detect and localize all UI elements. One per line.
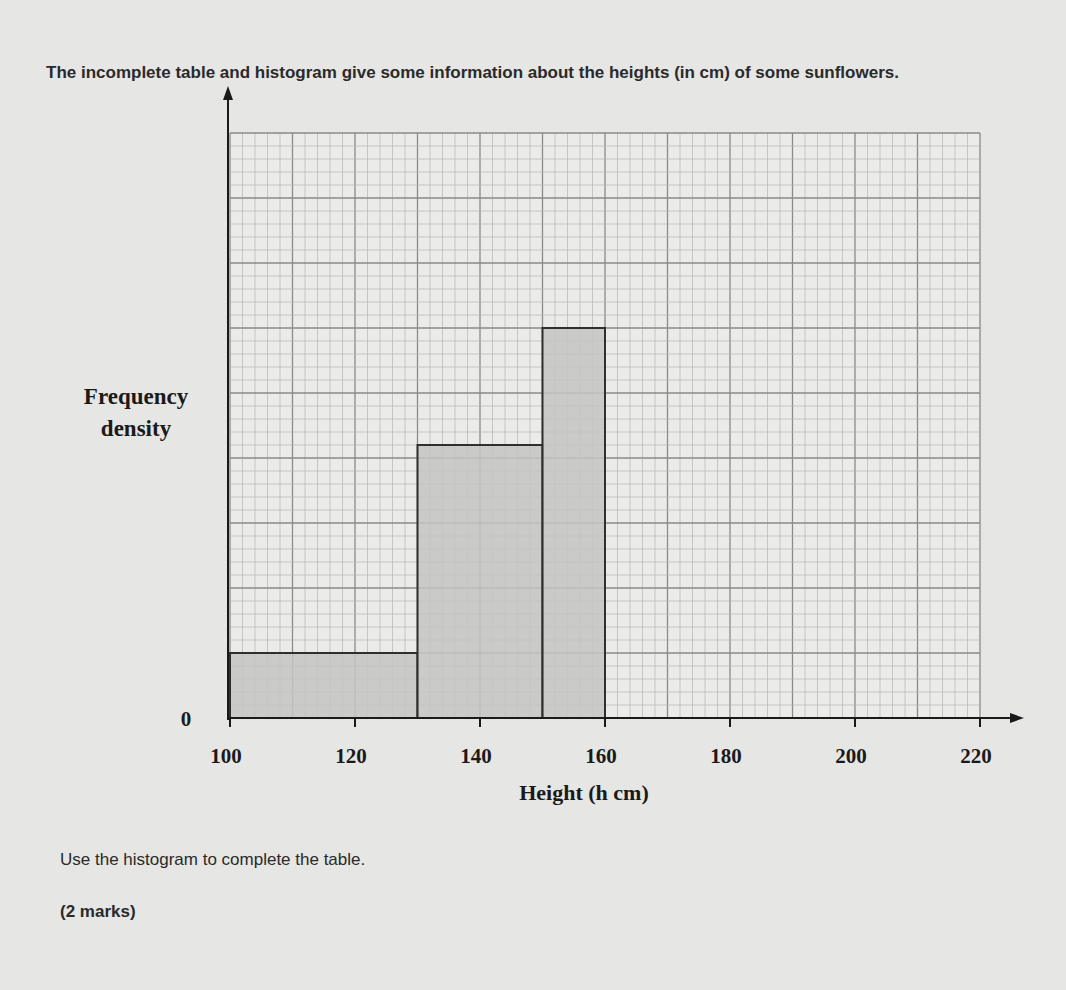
grid-line xyxy=(392,133,393,718)
x-tick-label: 120 xyxy=(335,744,367,768)
grid-line xyxy=(780,133,781,718)
grid-line xyxy=(792,133,793,718)
grid-line xyxy=(680,133,681,718)
plot-background xyxy=(230,133,980,718)
grid-line xyxy=(967,133,968,718)
grid-line xyxy=(642,133,643,718)
grid-line xyxy=(229,133,230,718)
grid-line xyxy=(292,133,293,718)
grid-line xyxy=(755,133,756,718)
y-tick-label: 0 xyxy=(181,707,192,731)
grid-line xyxy=(242,133,243,718)
background xyxy=(0,0,1066,990)
grid-line xyxy=(917,133,918,718)
x-tick xyxy=(479,718,481,727)
x-tick xyxy=(729,718,731,727)
x-tick xyxy=(229,718,231,727)
grid-line xyxy=(230,146,980,147)
grid-line xyxy=(230,197,980,198)
grid-line xyxy=(805,133,806,718)
grid-line xyxy=(979,133,980,718)
x-tick-label: 140 xyxy=(460,744,492,768)
grid-line xyxy=(405,133,406,718)
instruction: Use the histogram to complete the table. xyxy=(60,850,365,869)
title: The incomplete table and histogram give … xyxy=(46,63,899,82)
grid-line xyxy=(717,133,718,718)
x-tick-label: 100 xyxy=(210,744,242,768)
grid-line xyxy=(817,133,818,718)
grid-line xyxy=(930,133,931,718)
grid-line xyxy=(230,211,980,212)
x-axis-label: Height (h cm) xyxy=(519,780,649,805)
grid-line xyxy=(767,133,768,718)
x-tick-label: 220 xyxy=(960,744,992,768)
x-axis-arrow xyxy=(1010,713,1024,723)
grid-line xyxy=(955,133,956,718)
bar xyxy=(230,653,418,718)
grid-line xyxy=(342,133,343,718)
grid-line xyxy=(354,133,355,718)
grid-line xyxy=(230,289,980,290)
grid-line xyxy=(880,133,881,718)
bar xyxy=(418,445,543,718)
y-axis-label-line: density xyxy=(101,416,172,441)
grid-line xyxy=(854,133,855,718)
marks: (2 marks) xyxy=(60,902,136,921)
grid-line xyxy=(692,133,693,718)
x-tick-label: 160 xyxy=(585,744,617,768)
grid-line xyxy=(942,133,943,718)
grid-line xyxy=(230,250,980,251)
chart: The incomplete table and histogram give … xyxy=(0,0,1066,990)
grid-line xyxy=(742,133,743,718)
y-axis xyxy=(227,96,229,720)
grid-line xyxy=(367,133,368,718)
x-tick xyxy=(604,718,606,727)
x-axis xyxy=(228,717,1012,719)
grid-line xyxy=(905,133,906,718)
grid-line xyxy=(317,133,318,718)
grid-line xyxy=(830,133,831,718)
x-tick xyxy=(979,718,981,727)
grid-line xyxy=(255,133,256,718)
grid-line xyxy=(230,237,980,238)
grid-line xyxy=(230,132,980,133)
grid-line xyxy=(230,302,980,303)
x-tick-label: 180 xyxy=(710,744,742,768)
bar xyxy=(543,328,606,718)
grid-line xyxy=(729,133,730,718)
grid-line xyxy=(667,133,668,718)
x-tick xyxy=(854,718,856,727)
grid-line xyxy=(330,133,331,718)
grid-line xyxy=(230,172,980,173)
grid-line xyxy=(655,133,656,718)
grid-line xyxy=(630,133,631,718)
grid-line xyxy=(230,159,980,160)
grid-line xyxy=(280,133,281,718)
x-tick xyxy=(354,718,356,727)
y-axis-label-line: Frequency xyxy=(84,384,189,409)
grid-line xyxy=(892,133,893,718)
y-axis-label: Frequency density xyxy=(84,384,189,441)
grid-line xyxy=(230,262,980,263)
grid-line xyxy=(705,133,706,718)
grid-line xyxy=(230,224,980,225)
grid-line xyxy=(842,133,843,718)
grid-line xyxy=(617,133,618,718)
grid xyxy=(230,133,980,718)
grid-line xyxy=(380,133,381,718)
grid-line xyxy=(305,133,306,718)
grid-line xyxy=(267,133,268,718)
grid-line xyxy=(230,185,980,186)
x-tick-label: 200 xyxy=(835,744,867,768)
y-axis-arrow xyxy=(223,86,233,100)
grid-line xyxy=(230,276,980,277)
grid-line xyxy=(867,133,868,718)
grid-line xyxy=(230,315,980,316)
